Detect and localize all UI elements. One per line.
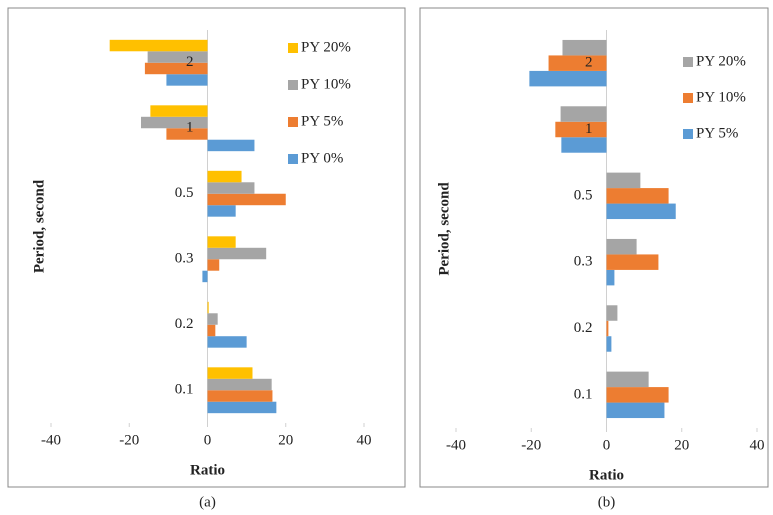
legend-swatch (288, 43, 298, 53)
legend-label: PY 20% (696, 53, 746, 69)
x-tick-label: 40 (750, 437, 765, 453)
category-label: 0.5 (175, 185, 194, 201)
bar (147, 51, 208, 63)
bar (606, 387, 669, 403)
category-label: 1 (585, 121, 593, 137)
x-axis-title: Ratio (190, 462, 225, 478)
category-label: 0.5 (574, 187, 593, 203)
x-tick-label: 20 (278, 432, 293, 448)
legend-swatch (683, 129, 693, 139)
legend-swatch (288, 117, 298, 127)
bar (144, 62, 208, 75)
bar (207, 378, 272, 391)
category-label: 0.1 (574, 386, 593, 402)
bar (555, 121, 607, 138)
bar (548, 55, 607, 71)
bar (207, 193, 286, 206)
bar (140, 116, 208, 129)
bar (207, 390, 273, 402)
legend-swatch (683, 57, 693, 67)
category-label: 1 (186, 120, 194, 136)
legend-label: PY 5% (696, 125, 738, 141)
category-label: 0.2 (574, 320, 593, 336)
y-axis-title: Period, second (436, 182, 452, 276)
bar (529, 70, 607, 87)
bar (606, 305, 618, 321)
bar (207, 367, 253, 379)
bar (606, 320, 609, 337)
bar (207, 236, 236, 248)
category-label: 2 (585, 55, 593, 71)
x-tick-label: 40 (357, 432, 372, 448)
bar (562, 39, 607, 56)
x-tick-label: -40 (41, 432, 61, 448)
x-tick-label: 0 (603, 437, 611, 453)
bar (606, 172, 641, 189)
bar (207, 182, 255, 194)
bar (207, 336, 247, 348)
bar (606, 402, 665, 419)
legend-swatch (683, 93, 693, 103)
bar (606, 188, 669, 204)
bar (606, 203, 676, 220)
bar (606, 269, 615, 286)
bar (561, 137, 607, 153)
y-axis-title: Period, second (31, 179, 47, 273)
legend-label: PY 0% (301, 150, 343, 166)
legend-swatch (288, 154, 298, 164)
category-label: 0.1 (175, 382, 194, 398)
category-label: 0.3 (175, 251, 194, 267)
x-tick-label: -20 (119, 432, 139, 448)
legend-label: PY 20% (301, 39, 351, 55)
bar (207, 259, 220, 271)
caption: (a) (199, 494, 216, 510)
bar (207, 247, 267, 260)
bar (207, 205, 236, 217)
bar (606, 371, 649, 388)
panel-border (7, 7, 406, 488)
bar (166, 128, 208, 140)
legend-label: PY 10% (301, 76, 351, 92)
bar (207, 313, 218, 325)
x-tick-label: 20 (674, 437, 689, 453)
bar (207, 170, 242, 183)
caption: (b) (598, 494, 616, 510)
bar (606, 254, 659, 270)
bar (207, 139, 255, 152)
bar (150, 105, 208, 117)
category-label: 2 (186, 54, 194, 70)
bar (606, 238, 637, 255)
panel-border (419, 7, 769, 488)
bar (207, 324, 216, 337)
legend-swatch (288, 80, 298, 90)
bar (207, 401, 277, 414)
bar (606, 336, 612, 352)
category-label: 0.2 (175, 316, 194, 332)
x-axis-title: Ratio (589, 467, 624, 483)
bar (166, 74, 208, 86)
category-label: 0.3 (574, 254, 593, 270)
x-tick-label: -40 (446, 437, 466, 453)
x-tick-label: 0 (204, 432, 212, 448)
legend-label: PY 10% (696, 89, 746, 105)
legend-label: PY 5% (301, 113, 343, 129)
bar (202, 270, 208, 283)
x-tick-label: -20 (521, 437, 541, 453)
bar (109, 39, 208, 52)
bar (560, 106, 607, 122)
bar (207, 301, 209, 314)
